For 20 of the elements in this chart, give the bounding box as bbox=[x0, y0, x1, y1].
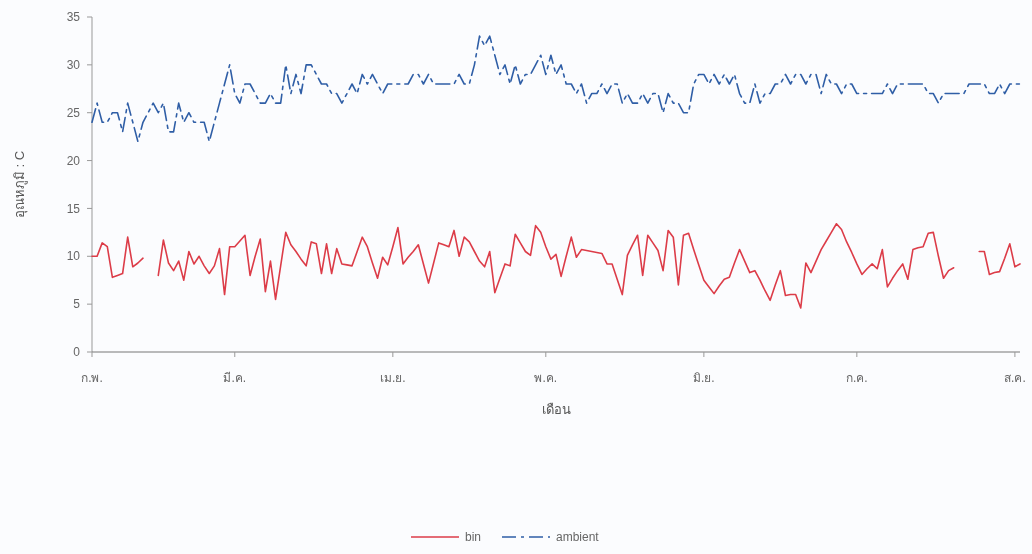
x-tick-label: ส.ค. bbox=[1004, 371, 1026, 385]
line-series bbox=[91, 35, 1021, 143]
legend-label: ambient bbox=[556, 530, 600, 545]
y-tick-label: 30 bbox=[66, 58, 81, 73]
y-tick-label: 0 bbox=[73, 345, 81, 360]
x-tick-label: ก.ค. bbox=[846, 371, 868, 385]
x-tick-label: มิ.ย. bbox=[693, 371, 715, 385]
y-tick-label: 15 bbox=[66, 201, 81, 216]
y-tick-label: 35 bbox=[66, 10, 81, 25]
y-tick-label: 20 bbox=[66, 153, 81, 168]
x-axis-title: เดือน bbox=[541, 402, 571, 417]
x-tick-label: เม.ย. bbox=[380, 371, 406, 385]
y-tick-label: 10 bbox=[66, 249, 81, 264]
y-axis-title: อุณหภูมิ : C bbox=[12, 150, 28, 219]
x-tick-label: มี.ค. bbox=[223, 371, 247, 385]
x-tick-label: ก.พ. bbox=[81, 371, 103, 385]
legend-label: bin bbox=[465, 530, 482, 545]
y-tick-label: 5 bbox=[73, 297, 81, 312]
x-tick-label: พ.ค. bbox=[534, 371, 558, 385]
y-tick-label: 25 bbox=[66, 105, 81, 120]
